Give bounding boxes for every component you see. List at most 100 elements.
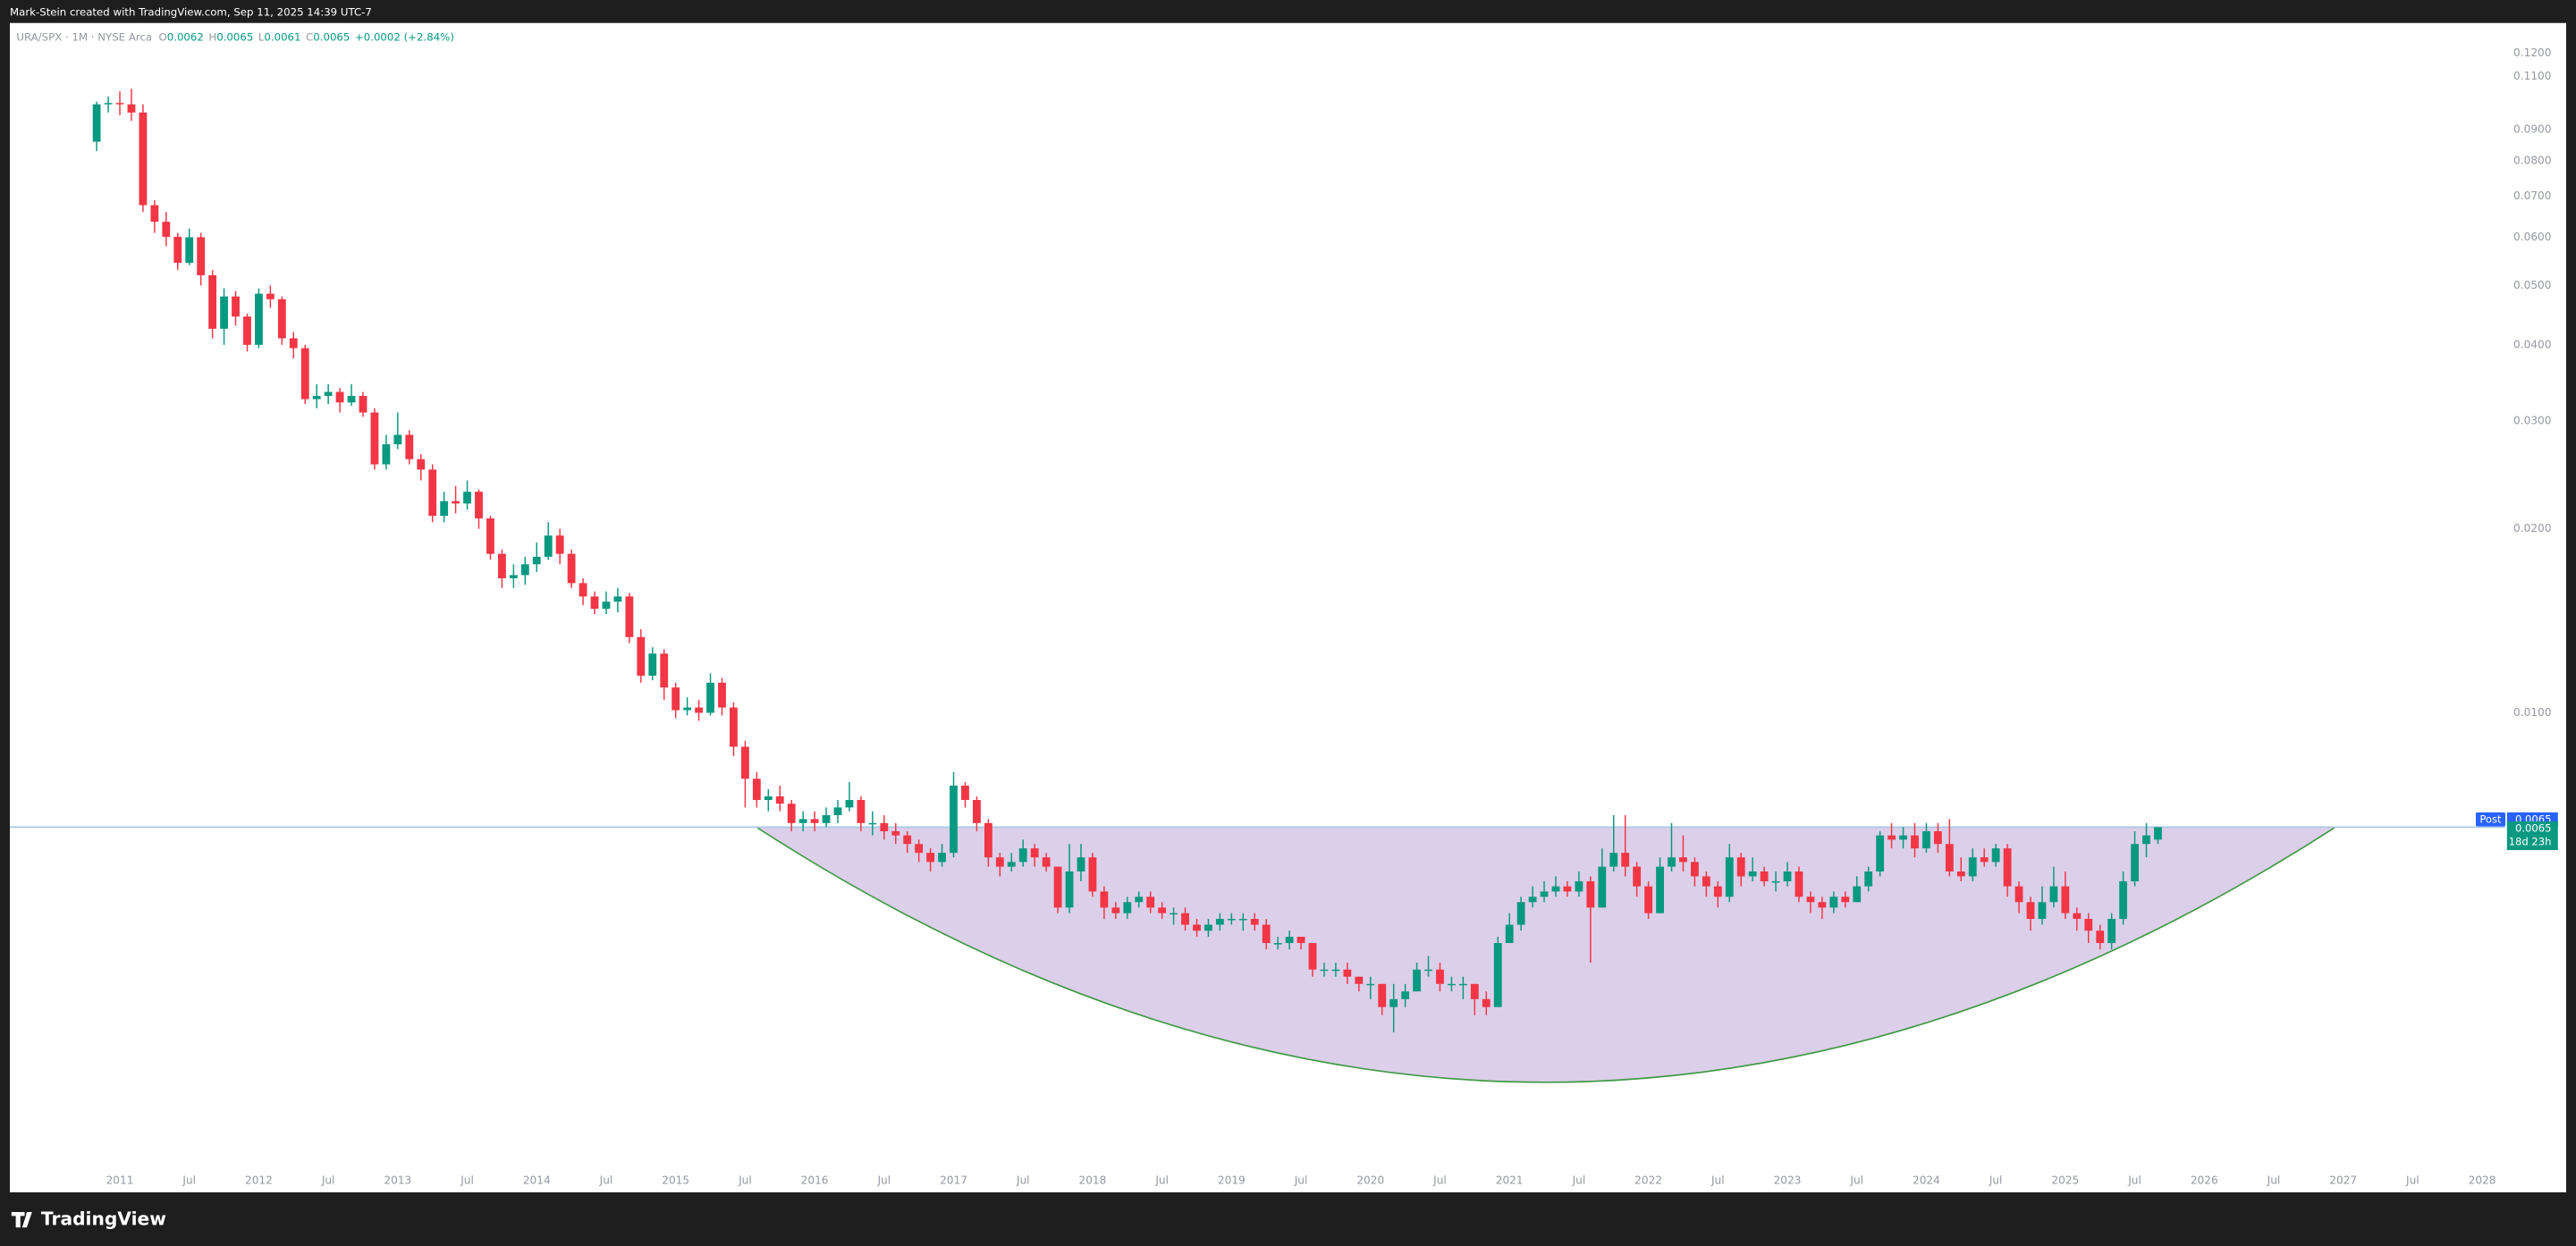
candle-body [1876,835,1885,871]
candle-body [1181,913,1189,925]
candle-body [938,853,946,863]
candle-body [382,444,391,465]
candle-body [833,807,842,815]
candle-body [1123,902,1132,913]
x-tick-label: 2021 [1496,1174,1524,1187]
brand-name: TradingView [41,1208,166,1230]
candle-body [868,822,877,825]
candle-body [324,391,333,396]
candle-body [520,564,529,576]
candle-body [1771,880,1780,883]
x-tick-label: 2025 [2051,1174,2079,1187]
candle-body [428,469,437,517]
candle-body [1621,853,1630,867]
candle-body [1760,871,1769,881]
candle-body [104,103,113,105]
candle-body [1482,998,1491,1007]
last-price-tag [2506,821,2558,851]
candle-body [1285,937,1294,944]
candle-body [903,835,912,845]
candle-body [289,338,298,349]
candle-body [984,822,992,858]
y-tick-label: 0.1100 [2513,70,2551,82]
x-tick-label: 2017 [940,1174,967,1187]
candle-body [2142,835,2150,845]
candle-body [347,395,356,403]
y-tick-label: 0.0600 [2513,231,2551,243]
countdown-label: 18d 23h [2509,835,2552,847]
x-tick-label: 2015 [662,1174,689,1187]
candle-body [880,822,889,831]
candle-body [1343,969,1352,977]
candle-body [845,799,854,808]
candle-body [1135,897,1144,903]
candle-body [1158,907,1167,913]
candle-body [173,236,182,263]
candle-body [1331,969,1340,972]
candle-body [695,707,703,713]
candle-body [822,814,831,823]
candle-body [1493,943,1502,1007]
x-tick-label: Jul [1432,1174,1447,1187]
candle-body [1633,866,1642,887]
x-tick-label: 2026 [2191,1174,2218,1187]
x-tick-label: Jul [182,1174,196,1187]
candle-body [2084,919,2093,931]
y-tick-label: 0.0500 [2513,279,2551,291]
x-tick-label: Jul [1294,1174,1308,1187]
candle-body [475,492,483,518]
candle-body [532,556,541,565]
candle-body [1355,976,1364,984]
candle-body [891,830,900,836]
candle-body [1551,886,1560,892]
candle-body [277,299,286,339]
candle-body [1528,897,1537,903]
attribution: Mark-Stein created with TradingView.com,… [10,5,372,18]
candle-body [185,237,194,263]
legend-key: O [158,30,166,43]
candle-body [1945,844,1954,871]
x-tick-label: 2020 [1356,1174,1384,1187]
candle-body [1088,857,1097,892]
x-tick-label: 2018 [1079,1174,1107,1187]
candle-body [579,583,587,597]
candle-body [1389,998,1398,1007]
candle-body [660,653,669,688]
candle-body [1053,866,1062,908]
candle-body [602,602,611,610]
candle-body [1888,835,1896,840]
x-tick-label: Jul [2127,1174,2141,1187]
x-tick-label: 2011 [106,1174,134,1187]
candle-body [961,785,969,800]
candle-body [706,682,714,713]
candle-body [950,785,958,854]
candle-body [1598,866,1607,908]
x-tick-label: Jul [1154,1174,1169,1187]
candle-body [393,434,402,445]
y-tick-label: 0.0900 [2513,123,2551,136]
candle-body [440,501,449,517]
candle-body [1320,969,1329,972]
candle-body [162,222,171,237]
candle-body [857,799,866,823]
candle-body [995,857,1004,867]
legend-key: L [258,30,265,43]
candle-body [1968,857,1977,877]
candle-body [590,596,599,610]
candle-body [312,395,321,400]
candle-body [2061,886,2070,913]
candle-body [1215,919,1224,925]
candle-body [1030,848,1039,858]
candle-body [405,434,414,459]
candle-body [625,596,634,637]
x-tick-label: 2016 [801,1174,829,1187]
cup-drawing-arc [756,827,2335,1083]
candle-body [1644,886,1653,913]
brand-icon [11,1211,32,1228]
candle-body [1505,924,1514,944]
x-tick-label: Jul [1016,1174,1030,1187]
x-tick-label: Jul [599,1174,613,1187]
candle-body [637,636,646,676]
x-tick-label: Jul [2267,1174,2281,1187]
x-tick-label: 2028 [2469,1174,2496,1187]
